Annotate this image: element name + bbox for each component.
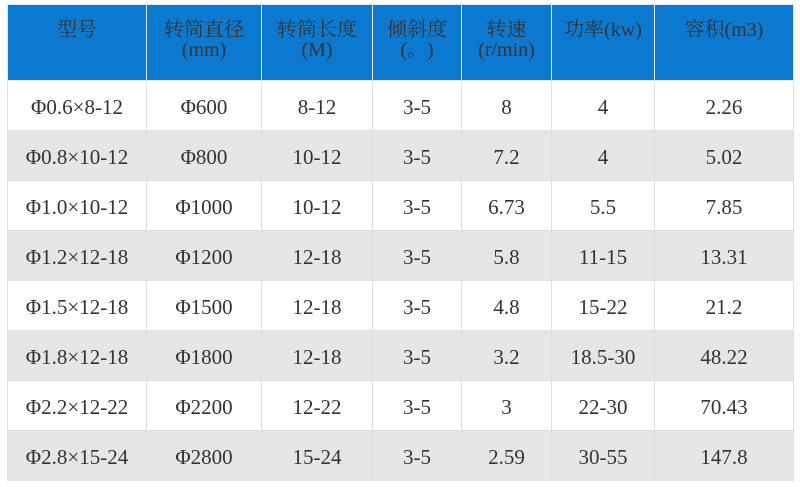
cell-model: Φ0.6×8-12 — [7, 80, 147, 131]
cell-volume: 2.26 — [654, 80, 794, 131]
cell-drum-diameter: Φ1000 — [146, 180, 262, 231]
cell-speed: 5.8 — [461, 230, 552, 281]
specification-table-container: 型号 转筒直径 (mm) 转筒长度 (M) 倾斜度 (。) 转速 (r/m — [7, 4, 794, 481]
cell-incline: 3-5 — [372, 180, 462, 231]
cell-volume: 21.2 — [654, 280, 794, 331]
cell-speed: 8 — [461, 80, 552, 131]
col-header-speed-line1: 转速 — [486, 13, 527, 42]
cell-drum-length: 8-12 — [261, 80, 373, 131]
col-header-drum-length: 转筒长度 (M) — [261, 4, 373, 81]
cell-drum-length: 12-22 — [261, 380, 373, 431]
cell-drum-diameter: Φ1500 — [146, 280, 262, 331]
cell-model: Φ1.2×12-18 — [7, 230, 147, 281]
header-row: 型号 转筒直径 (mm) 转筒长度 (M) 倾斜度 (。) 转速 (r/m — [7, 4, 794, 81]
cell-speed: 6.73 — [461, 180, 552, 231]
cell-power: 5.5 — [551, 180, 655, 231]
table-row: Φ1.0×10-12 Φ1000 10-12 3-5 6.73 5.5 7.85 — [7, 180, 794, 231]
cell-power: 15-22 — [551, 280, 655, 331]
col-header-speed: 转速 (r/min) — [461, 4, 552, 81]
col-header-drum-diameter: 转筒直径 (mm) — [146, 4, 262, 81]
col-header-volume: 容积(m3) — [654, 4, 794, 81]
cell-drum-diameter: Φ2200 — [146, 380, 262, 431]
cell-speed: 7.2 — [461, 130, 552, 181]
cell-volume: 5.02 — [654, 130, 794, 181]
cell-model: Φ0.8×10-12 — [7, 130, 147, 181]
cell-drum-length: 10-12 — [261, 130, 373, 181]
cell-speed: 3 — [461, 380, 552, 431]
cell-incline: 3-5 — [372, 130, 462, 181]
table-row: Φ1.8×12-18 Φ1800 12-18 3-5 3.2 18.5-30 4… — [7, 330, 794, 381]
cell-incline: 3-5 — [372, 230, 462, 281]
col-header-speed-line2: (r/min) — [478, 33, 535, 62]
col-header-incline-line1: 倾斜度 — [387, 13, 447, 42]
table-row: Φ2.2×12-22 Φ2200 12-22 3-5 3 22-30 70.43 — [7, 380, 794, 431]
cell-incline: 3-5 — [372, 430, 462, 481]
col-header-model-line1: 型号 — [57, 13, 97, 42]
col-header-drum-diameter-line2: (mm) — [181, 33, 227, 62]
col-header-incline-line2: (。) — [400, 33, 434, 62]
cell-model: Φ2.8×15-24 — [7, 430, 147, 481]
table-row: Φ0.6×8-12 Φ600 8-12 3-5 8 4 2.26 — [7, 80, 794, 131]
cell-power: 4 — [551, 80, 655, 131]
col-header-drum-length-line1: 转筒长度 — [277, 13, 357, 42]
cell-drum-diameter: Φ1800 — [146, 330, 262, 381]
cell-power: 18.5-30 — [551, 330, 655, 381]
table-body: Φ0.6×8-12 Φ600 8-12 3-5 8 4 2.26 Φ0.8×10… — [7, 80, 794, 481]
cell-drum-length: 12-18 — [261, 330, 373, 381]
col-header-model: 型号 — [7, 4, 147, 81]
cell-drum-length: 12-18 — [261, 230, 373, 281]
cell-volume: 7.85 — [654, 180, 794, 231]
cell-drum-length: 10-12 — [261, 180, 373, 231]
cell-drum-length: 12-18 — [261, 280, 373, 331]
col-header-power: 功率(kw) — [551, 4, 655, 81]
cell-model: Φ1.5×12-18 — [7, 280, 147, 331]
cell-volume: 70.43 — [654, 380, 794, 431]
col-header-drum-diameter-line1: 转筒直径 — [164, 13, 244, 42]
cell-power: 22-30 — [551, 380, 655, 431]
cell-drum-diameter: Φ1200 — [146, 230, 262, 281]
col-header-incline: 倾斜度 (。) — [372, 4, 462, 81]
cell-power: 30-55 — [551, 430, 655, 481]
cell-incline: 3-5 — [372, 280, 462, 331]
cell-volume: 48.22 — [654, 330, 794, 381]
cell-model: Φ1.0×10-12 — [7, 180, 147, 231]
cell-drum-length: 15-24 — [261, 430, 373, 481]
table-header: 型号 转筒直径 (mm) 转筒长度 (M) 倾斜度 (。) 转速 (r/m — [7, 4, 794, 81]
cell-incline: 3-5 — [372, 330, 462, 381]
table-row: Φ0.8×10-12 Φ800 10-12 3-5 7.2 4 5.02 — [7, 130, 794, 181]
table-row: Φ2.8×15-24 Φ2800 15-24 3-5 2.59 30-55 14… — [7, 430, 794, 481]
col-header-power-line1: 功率(kw) — [564, 13, 642, 42]
cell-power: 4 — [551, 130, 655, 181]
cell-drum-diameter: Φ2800 — [146, 430, 262, 481]
cell-speed: 3.2 — [461, 330, 552, 381]
cell-speed: 2.59 — [461, 430, 552, 481]
cell-volume: 147.8 — [654, 430, 794, 481]
table-row: Φ1.2×12-18 Φ1200 12-18 3-5 5.8 11-15 13.… — [7, 230, 794, 281]
col-header-drum-length-line2: (M) — [301, 33, 333, 62]
table-row: Φ1.5×12-18 Φ1500 12-18 3-5 4.8 15-22 21.… — [7, 280, 794, 331]
cell-power: 11-15 — [551, 230, 655, 281]
cell-drum-diameter: Φ800 — [146, 130, 262, 181]
specification-table: 型号 转筒直径 (mm) 转筒长度 (M) 倾斜度 (。) 转速 (r/m — [7, 4, 794, 481]
cell-volume: 13.31 — [654, 230, 794, 281]
cell-speed: 4.8 — [461, 280, 552, 331]
col-header-volume-line1: 容积(m3) — [684, 13, 764, 42]
cell-model: Φ2.2×12-22 — [7, 380, 147, 431]
cell-model: Φ1.8×12-18 — [7, 330, 147, 381]
cell-incline: 3-5 — [372, 380, 462, 431]
cell-drum-diameter: Φ600 — [146, 80, 262, 131]
cell-incline: 3-5 — [372, 80, 462, 131]
